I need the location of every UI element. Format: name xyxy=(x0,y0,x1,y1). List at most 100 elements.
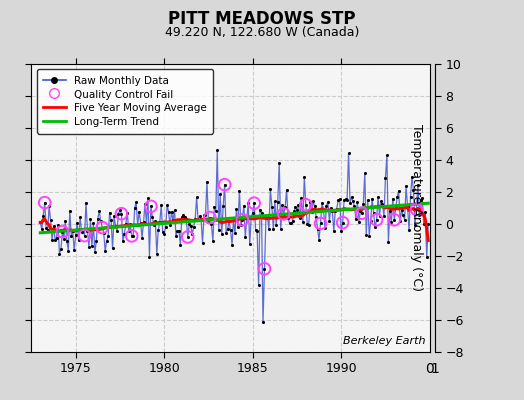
Point xyxy=(328,208,336,214)
Point xyxy=(76,214,84,220)
Point xyxy=(139,219,148,226)
Point xyxy=(67,232,75,239)
Point xyxy=(287,220,295,226)
Point xyxy=(225,218,233,224)
Point xyxy=(181,214,189,220)
Point xyxy=(253,228,261,234)
Point xyxy=(411,222,419,228)
Point xyxy=(88,243,96,250)
Point xyxy=(228,242,236,248)
Point xyxy=(114,210,123,217)
Point xyxy=(51,236,59,243)
Point xyxy=(386,208,394,214)
Point xyxy=(194,217,202,223)
Point xyxy=(309,197,318,204)
Point xyxy=(71,232,80,238)
Point xyxy=(265,226,273,232)
Point xyxy=(49,222,58,229)
Point xyxy=(344,150,353,156)
Point xyxy=(339,220,347,226)
Point xyxy=(260,266,269,272)
Point xyxy=(322,203,331,209)
Point xyxy=(304,222,313,228)
Point xyxy=(299,219,307,225)
Point xyxy=(157,202,166,208)
Point xyxy=(346,200,354,206)
Point xyxy=(424,220,432,227)
Point xyxy=(330,228,338,234)
Point xyxy=(239,202,248,209)
Point xyxy=(356,208,365,215)
Point xyxy=(219,203,227,209)
Point xyxy=(358,210,366,216)
Point xyxy=(221,182,229,188)
Point xyxy=(422,254,431,260)
Point xyxy=(391,204,400,211)
Point xyxy=(174,228,183,234)
Point xyxy=(293,207,301,214)
Point xyxy=(383,152,391,158)
Point xyxy=(321,225,329,231)
Point xyxy=(40,200,49,206)
Point xyxy=(96,218,105,224)
Point xyxy=(268,203,276,210)
Point xyxy=(222,230,231,236)
Point xyxy=(66,208,74,214)
Point xyxy=(270,198,279,204)
Point xyxy=(91,249,99,255)
Point xyxy=(48,237,56,243)
Point xyxy=(36,219,45,226)
Point xyxy=(108,245,117,252)
Point xyxy=(365,232,374,239)
Point xyxy=(358,210,366,216)
Point xyxy=(217,231,226,237)
Point xyxy=(259,318,267,325)
Point xyxy=(147,203,155,210)
Point xyxy=(105,210,114,216)
Point xyxy=(355,218,363,225)
Point xyxy=(302,202,310,208)
Point xyxy=(156,219,164,225)
Point xyxy=(98,224,106,231)
Point xyxy=(70,247,79,254)
Point xyxy=(313,226,322,232)
Point xyxy=(92,238,101,244)
Point xyxy=(266,186,275,192)
Point xyxy=(369,210,378,216)
Point xyxy=(403,204,412,210)
Point xyxy=(185,221,193,228)
Point xyxy=(64,248,72,254)
Point xyxy=(138,234,146,241)
Point xyxy=(212,208,220,214)
Point xyxy=(412,206,421,212)
Point xyxy=(120,231,128,237)
Point xyxy=(73,220,81,226)
Point xyxy=(340,197,348,203)
Point xyxy=(238,216,247,223)
Point xyxy=(349,198,357,204)
Point xyxy=(272,222,280,228)
Point xyxy=(167,209,176,215)
Point xyxy=(275,160,283,166)
Point xyxy=(107,217,115,224)
Point xyxy=(98,224,106,231)
Point xyxy=(377,198,385,204)
Point xyxy=(421,209,430,216)
Point xyxy=(415,212,423,218)
Point xyxy=(413,182,422,188)
Point xyxy=(188,231,196,238)
Point xyxy=(126,221,135,228)
Point xyxy=(231,230,239,236)
Point xyxy=(373,216,381,223)
Point xyxy=(250,200,258,206)
Point xyxy=(111,223,119,229)
Point xyxy=(290,208,298,214)
Point xyxy=(190,224,198,230)
Point xyxy=(209,238,217,244)
Point xyxy=(95,208,103,214)
Point xyxy=(371,224,379,231)
Point xyxy=(342,196,350,202)
Point xyxy=(80,232,89,239)
Point xyxy=(130,205,139,211)
Point xyxy=(274,198,282,205)
